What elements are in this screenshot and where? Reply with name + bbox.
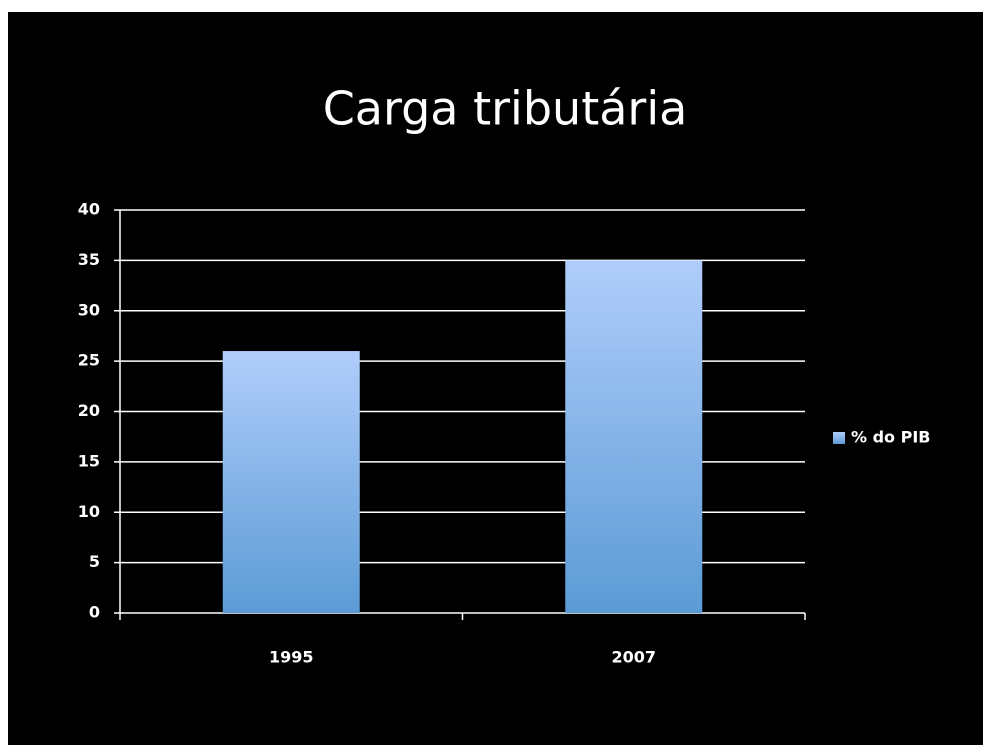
bar [222,351,360,613]
x-tick-label: 1995 [269,648,314,667]
slide-background [8,12,983,745]
chart-title: Carga tributária [323,82,688,136]
y-tick-label: 20 [78,401,100,420]
y-tick-label: 30 [78,300,100,319]
legend-swatch [833,432,845,444]
y-tick-label: 40 [78,200,100,219]
x-tick-label: 2007 [611,648,656,667]
y-tick-label: 15 [78,451,100,470]
y-tick-label: 0 [89,603,100,622]
y-tick-label: 25 [78,351,100,370]
legend-label: % do PIB [851,428,931,447]
y-tick-label: 5 [89,552,100,571]
y-tick-label: 35 [78,250,100,269]
y-tick-label: 10 [78,502,100,521]
bar [565,260,703,613]
